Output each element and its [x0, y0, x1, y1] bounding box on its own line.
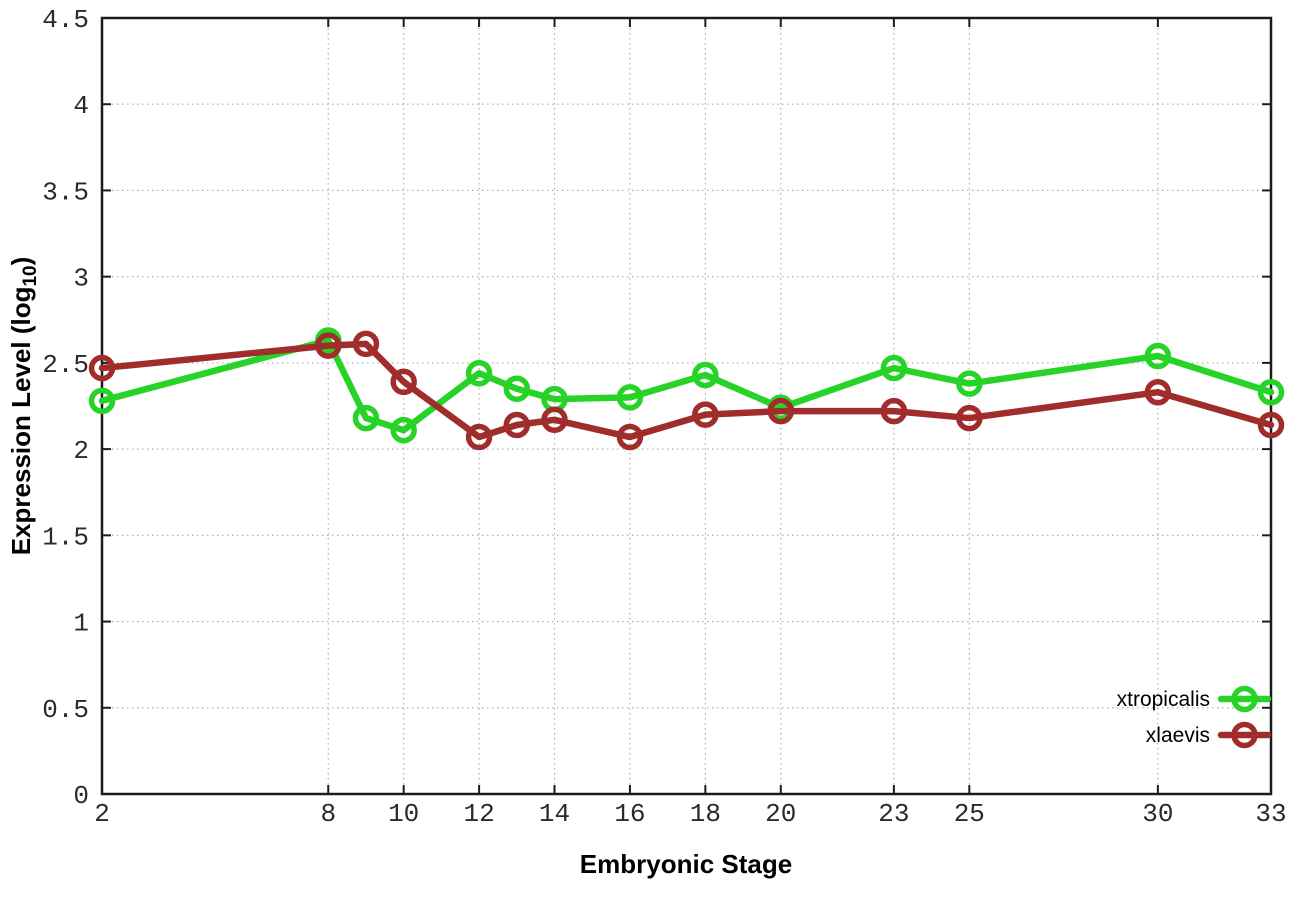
series-xtropicalis-point — [1144, 342, 1172, 370]
x-tick-label: 14 — [539, 799, 570, 829]
series-xtropicalis-point — [88, 387, 116, 415]
y-tick-label: 0.5 — [42, 695, 89, 725]
series-xlaevis-point — [315, 332, 342, 359]
data-series — [88, 327, 1285, 451]
series-xtropicalis-point — [692, 361, 719, 389]
series-xlaevis-point — [465, 423, 493, 451]
y-tick-label: 3 — [73, 264, 89, 294]
series-xtropicalis-point — [465, 359, 493, 387]
series-xlaevis-point — [88, 354, 116, 382]
x-tick-label: 20 — [765, 799, 796, 829]
series-xlaevis-point — [541, 406, 568, 434]
x-tick-label: 30 — [1142, 799, 1173, 829]
series-xlaevis-point — [352, 330, 380, 358]
plot-frame — [100, 16, 1273, 796]
series-xlaevis-point — [390, 368, 417, 396]
series-xtropicalis-point — [956, 370, 983, 397]
x-tick-label: 2 — [94, 799, 110, 829]
axis-ticks — [101, 17, 1272, 795]
y-axis-title: Expression Level (log10) — [6, 257, 41, 556]
x-tick-label: 12 — [463, 799, 494, 829]
series-xtropicalis-point — [616, 384, 644, 411]
series-xlaevis-point — [1144, 378, 1172, 406]
x-tick-label: 16 — [614, 799, 645, 829]
x-tick-label: 18 — [690, 799, 721, 829]
series-xlaevis-point — [503, 411, 531, 439]
series-xtropicalis-point — [1257, 378, 1285, 406]
series-xtropicalis-point — [390, 416, 417, 444]
grid-lines — [102, 18, 1271, 794]
x-axis-title: Embryonic Stage — [580, 849, 792, 879]
series-xlaevis-point — [956, 404, 983, 432]
legend-swatch-circle — [1231, 685, 1258, 713]
series-xlaevis-point — [1257, 411, 1285, 439]
legend-swatch-circle — [1231, 721, 1258, 749]
series-xlaevis-point — [767, 397, 795, 425]
series-xtropicalis-point — [503, 375, 531, 403]
series-xlaevis-line — [98, 340, 1275, 441]
x-tick-label: 8 — [320, 799, 336, 829]
series-xtropicalis-point — [880, 354, 908, 382]
legend-label-xlaevis: xlaevis — [1146, 724, 1210, 747]
y-tick-label: 0 — [73, 781, 89, 811]
y-tick-label: 2 — [73, 436, 89, 466]
y-tick-label: 1.5 — [42, 522, 89, 552]
plot-border — [100, 16, 1273, 796]
x-tick-label: 10 — [388, 799, 419, 829]
y-tick-label: 4.5 — [42, 5, 89, 35]
series-xlaevis-point — [616, 423, 644, 451]
x-tick-label: 23 — [878, 799, 909, 829]
y-tick-label: 1 — [73, 609, 89, 639]
y-tick-label: 4 — [73, 91, 89, 121]
tick-labels: 2 8 10 12 14 16 18 20 23 25 30 33 0 0.5 1 1.5 2 2.5 3 3.5 4 4… — [42, 5, 1286, 829]
legend: xtropicalis xlaevis — [1117, 685, 1272, 749]
series-xlaevis-point — [692, 401, 719, 428]
x-tick-label: 25 — [954, 799, 985, 829]
y-tick-label: 2.5 — [42, 350, 89, 380]
x-tick-label: 33 — [1255, 799, 1286, 829]
legend-label-xtropicalis: xtropicalis — [1117, 688, 1210, 711]
y-tick-label: 3.5 — [42, 177, 89, 207]
series-xtropicalis-point — [352, 404, 380, 432]
series-xlaevis-point — [880, 397, 908, 425]
